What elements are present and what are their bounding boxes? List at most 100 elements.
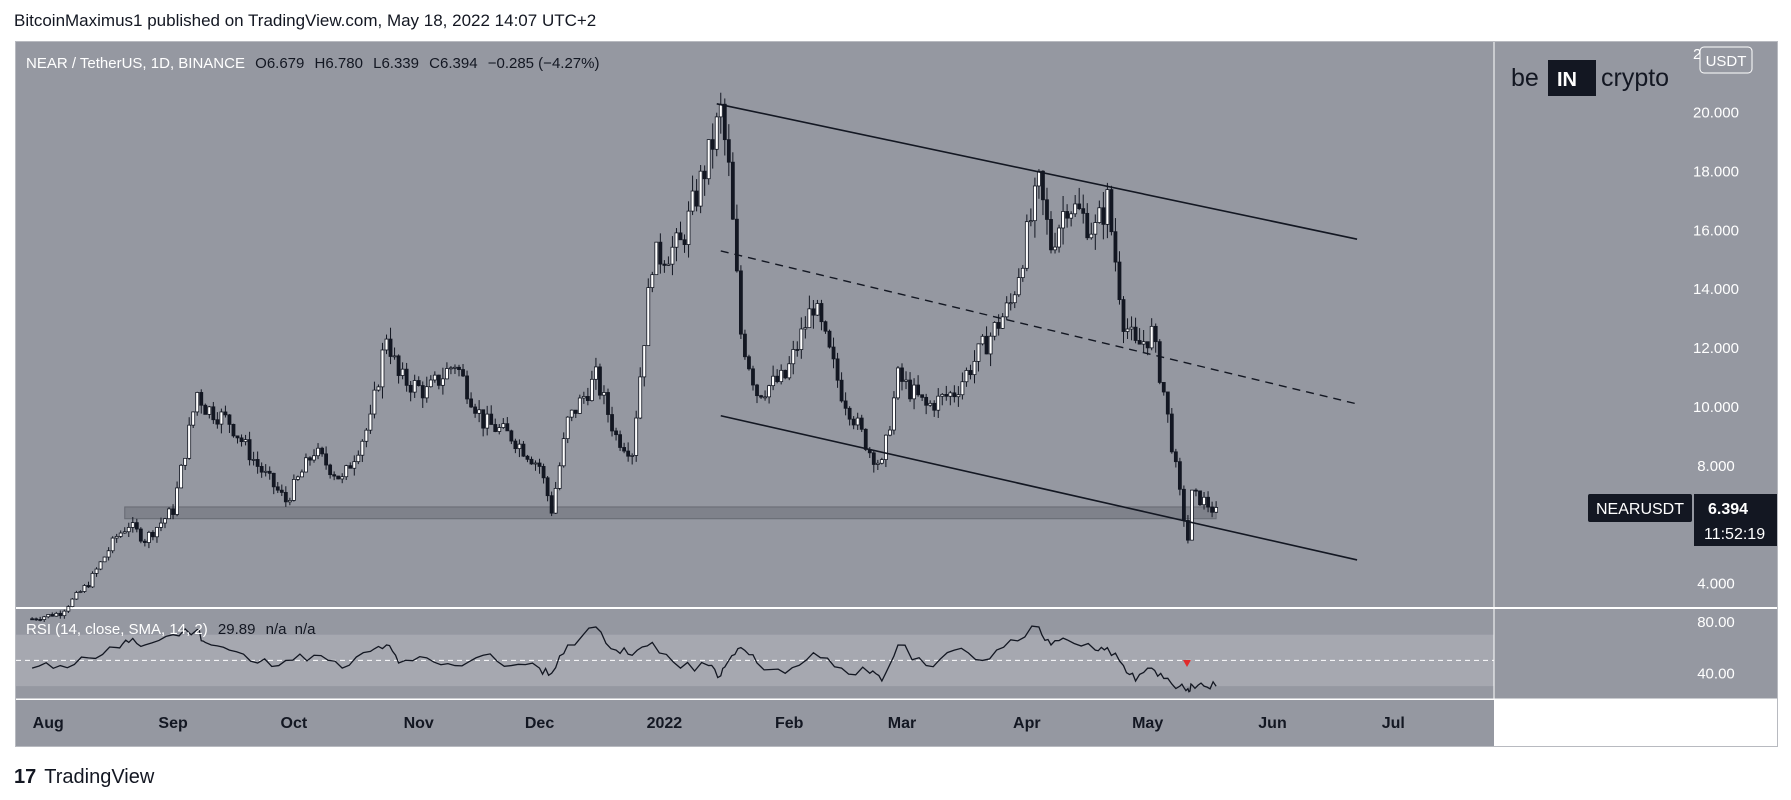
candle-up (565, 416, 570, 440)
candle-down (606, 392, 610, 415)
candle-up (1097, 207, 1102, 223)
tradingview-logo-icon: 17 (14, 765, 37, 788)
candle-down (324, 453, 328, 466)
chart-canvas[interactable]: 22.00020.00018.00016.00014.00012.00010.0… (16, 42, 1777, 746)
candle-down (1210, 506, 1214, 513)
candle-up (477, 409, 482, 414)
candle-down (328, 464, 333, 476)
candle-up (803, 327, 808, 330)
candle-down (614, 430, 618, 436)
candle-up (706, 139, 711, 180)
time-tick-label: 2022 (647, 715, 683, 732)
candle-down (682, 239, 687, 245)
candle-up (316, 447, 320, 457)
chart-frame[interactable]: 22.00020.00018.00016.00014.00012.00010.0… (15, 41, 1778, 747)
candle-down (255, 459, 260, 467)
price-pane[interactable] (16, 42, 1494, 607)
time-tick-label: Feb (775, 715, 804, 732)
candle-up (364, 429, 369, 442)
candle-up (892, 397, 896, 431)
candle-down (537, 462, 542, 467)
candle-up (1053, 246, 1057, 251)
candle-down (416, 380, 421, 386)
candle-down (694, 190, 699, 207)
channel-lower-line[interactable] (720, 414, 1358, 561)
price-tag-countdown: 11:52:19 (1704, 526, 1765, 543)
candle-up (54, 612, 59, 617)
candle-down (473, 406, 478, 414)
candle-up (372, 389, 377, 415)
candle-up (179, 464, 184, 489)
rsi-axis[interactable] (1494, 609, 1777, 699)
candle-up (78, 591, 83, 593)
candle-up (42, 616, 47, 620)
candle-up (638, 376, 643, 419)
candle-down (835, 358, 840, 381)
candle-down (86, 585, 91, 588)
support-zone (124, 506, 1217, 520)
rsi-legend-value: 29.89 (218, 621, 256, 638)
candle-up (896, 367, 900, 399)
legend-low-value: 6.339 (381, 55, 419, 72)
candle-up (191, 411, 196, 426)
candle-up (94, 568, 99, 574)
candle-down (408, 384, 413, 393)
candle-down (952, 392, 957, 398)
candle-up (428, 379, 433, 388)
channel-upper-line[interactable] (716, 103, 1358, 240)
candle-up (287, 500, 292, 503)
candle-up (1141, 341, 1146, 345)
candle-up (666, 263, 671, 266)
candle-down (279, 489, 284, 493)
candle-up (424, 386, 429, 399)
candle-down (142, 540, 147, 543)
candle-up (1149, 325, 1154, 349)
candle-down (545, 477, 550, 497)
legend-change: −0.285 (−4.27%) (488, 55, 600, 72)
candle-down (505, 423, 510, 432)
candle-down (38, 619, 43, 621)
candle-up (1105, 189, 1110, 225)
candle-down (247, 439, 252, 461)
candle-up (779, 369, 784, 383)
candle-up (1214, 507, 1219, 513)
currency-badge-bg[interactable] (1699, 46, 1753, 74)
candle-up (1020, 267, 1025, 279)
watermark-crypto: crypto (1601, 64, 1669, 92)
candle-up (1073, 203, 1078, 215)
candle-up (187, 424, 192, 459)
channel-mid-line[interactable] (720, 250, 1358, 405)
candle-down (658, 241, 663, 265)
candle-down (783, 369, 788, 379)
candle-down (847, 407, 852, 420)
candle-down (521, 443, 526, 457)
rsi-tick-label: 40.00 (1697, 665, 1735, 682)
candle-down (348, 465, 353, 469)
candle-up (312, 455, 316, 461)
candle-down (984, 335, 989, 355)
candle-up (1129, 326, 1134, 330)
candle-up (159, 522, 163, 528)
candle-down (795, 349, 800, 351)
candle-up (400, 368, 405, 376)
time-axis[interactable] (16, 700, 1494, 746)
legend-low-label: L (373, 55, 381, 72)
candle-down (481, 409, 486, 429)
candle-down (1165, 391, 1170, 415)
candle-up (380, 349, 385, 388)
publish-info: BitcoinMaximus1 published on TradingView… (14, 11, 597, 30)
time-tick-label: Oct (281, 715, 308, 732)
candle-up (654, 241, 659, 276)
rsi-legend: RSI (14, close, SMA, 14, 2) 29.89 n/a n/… (26, 621, 316, 638)
candle-down (30, 618, 35, 621)
candle-down (843, 400, 848, 409)
candle-up (412, 380, 417, 393)
candle-up (1069, 213, 1074, 219)
candle-down (203, 404, 208, 415)
candle-down (908, 379, 912, 400)
candle-down (1081, 208, 1086, 214)
candle-up (992, 322, 997, 337)
candle-up (453, 366, 457, 369)
currency-badge[interactable]: USDT (1706, 53, 1747, 70)
candle-down (743, 333, 747, 358)
